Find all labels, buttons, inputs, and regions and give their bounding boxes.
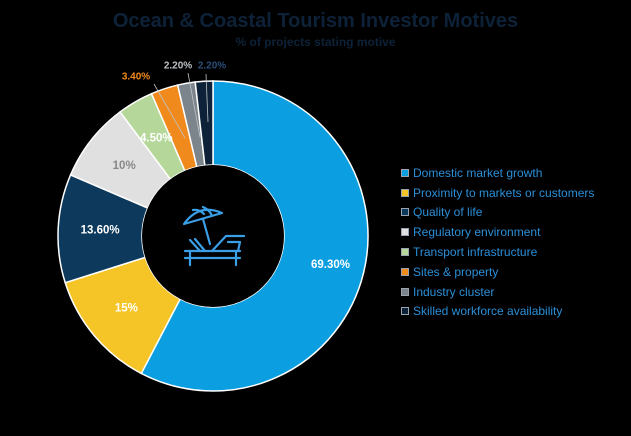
legend-label: Quality of life	[413, 205, 483, 220]
legend-swatch	[401, 248, 409, 257]
donut-hole	[142, 165, 284, 307]
legend-item: Proximity to markets or customers	[401, 183, 594, 203]
beach-umbrella-icon	[182, 205, 246, 267]
legend-swatch	[401, 168, 409, 177]
data-label-6: 2.20%	[164, 61, 192, 72]
legend-item: Skilled workforce availability	[401, 302, 594, 322]
legend-label: Domestic market growth	[413, 165, 543, 180]
legend-label: Regulatory environment	[413, 225, 541, 240]
leader-line-7	[205, 73, 209, 123]
leader-line-5	[153, 83, 186, 139]
legend-swatch	[401, 228, 409, 237]
legend-label: Proximity to markets or customers	[413, 185, 595, 200]
data-label-3: 10%	[113, 160, 136, 172]
legend-item: Sites & property	[401, 262, 594, 282]
data-label-4: 4.50%	[140, 132, 173, 144]
chart-subtitle: % of projects stating motive	[235, 35, 396, 49]
legend-item: Domestic market growth	[401, 163, 594, 183]
legend-label: Sites & property	[413, 264, 499, 279]
data-label-2: 13.60%	[81, 224, 120, 236]
data-label-0: 69.30%	[311, 259, 350, 271]
legend-swatch	[401, 208, 409, 217]
legend-swatch	[401, 267, 409, 276]
legend-swatch	[401, 287, 409, 296]
data-label-5: 3.40%	[122, 72, 150, 83]
legend: Domestic market growth Proximity to marke…	[401, 163, 594, 321]
legend-item: Industry cluster	[401, 282, 594, 302]
legend-label: Industry cluster	[413, 284, 495, 299]
legend-item: Transport infrastructure	[401, 242, 594, 262]
legend-swatch	[401, 188, 409, 197]
chart-title: Ocean & Coastal Tourism Investor Motives	[112, 10, 519, 32]
legend-label: Transport infrastructure	[413, 245, 538, 260]
legend-swatch	[401, 307, 409, 316]
data-label-1: 15%	[115, 303, 138, 315]
leader-line-6	[187, 72, 201, 138]
legend-label: Skilled workforce availability	[413, 304, 563, 319]
legend-item: Regulatory environment	[401, 222, 594, 242]
data-label-7: 2.20%	[198, 61, 226, 72]
legend-item: Quality of life	[401, 203, 594, 223]
